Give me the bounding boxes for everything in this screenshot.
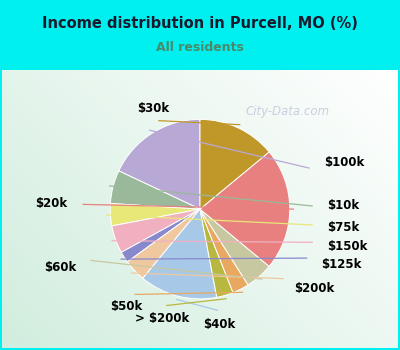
Wedge shape — [200, 209, 233, 297]
Text: $200k: $200k — [294, 282, 334, 295]
Text: $20k: $20k — [35, 197, 67, 210]
Wedge shape — [110, 171, 200, 209]
Wedge shape — [200, 209, 269, 285]
Wedge shape — [200, 119, 269, 209]
Wedge shape — [143, 209, 217, 299]
Wedge shape — [110, 203, 200, 226]
Text: $60k: $60k — [44, 261, 76, 274]
Text: $10k: $10k — [328, 199, 360, 212]
Wedge shape — [200, 152, 290, 266]
Text: $75k: $75k — [328, 220, 360, 233]
Text: All residents: All residents — [156, 41, 244, 54]
Text: $30k: $30k — [137, 102, 169, 115]
Wedge shape — [127, 209, 200, 278]
Text: City-Data.com: City-Data.com — [245, 105, 329, 118]
Wedge shape — [200, 209, 248, 293]
Text: $125k: $125k — [321, 258, 362, 271]
Text: $150k: $150k — [328, 240, 368, 253]
Text: $50k: $50k — [110, 300, 142, 313]
Wedge shape — [119, 119, 200, 209]
Wedge shape — [112, 209, 200, 252]
Text: $40k: $40k — [204, 317, 236, 330]
Text: > $200k: > $200k — [135, 312, 190, 325]
Text: Income distribution in Purcell, MO (%): Income distribution in Purcell, MO (%) — [42, 16, 358, 31]
Wedge shape — [121, 209, 200, 262]
Text: $100k: $100k — [324, 156, 364, 169]
